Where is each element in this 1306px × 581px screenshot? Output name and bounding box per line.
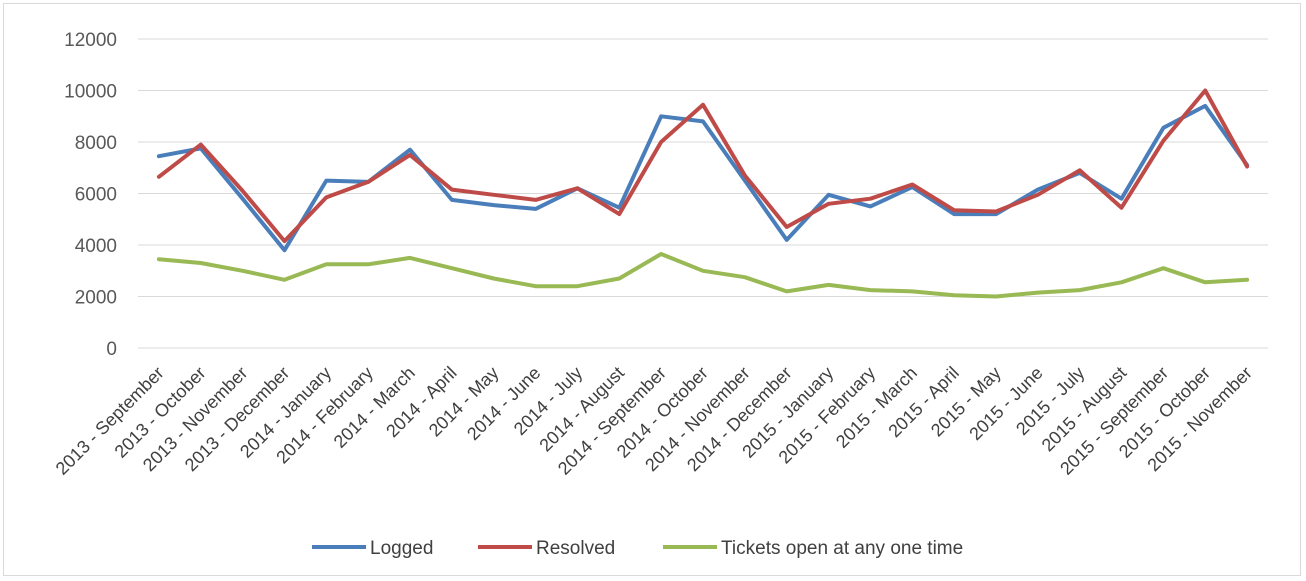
y-tick-label: 10000 <box>64 82 117 103</box>
series-line-1 <box>156 88 1250 244</box>
y-tick-label: 2000 <box>75 288 117 309</box>
series-line-0 <box>156 103 1250 253</box>
legend-label-1: Resolved <box>536 538 615 559</box>
legend: Logged Resolved Tickets open at any one ti… <box>312 538 963 559</box>
series-lines <box>156 88 1250 299</box>
y-tick-label: 0 <box>106 339 117 360</box>
y-axis-ticks: 0 2000 4000 6000 8000 10000 12000 <box>64 30 117 360</box>
y-tick-label: 6000 <box>75 185 117 206</box>
series-line-2 <box>156 252 1250 299</box>
legend-label-0: Logged <box>370 538 433 559</box>
y-tick-label: 4000 <box>75 236 117 257</box>
y-tick-label: 12000 <box>64 30 117 51</box>
y-tick-label: 8000 <box>75 133 117 154</box>
gridlines <box>138 38 1268 349</box>
legend-label-2: Tickets open at any one time <box>721 538 963 559</box>
